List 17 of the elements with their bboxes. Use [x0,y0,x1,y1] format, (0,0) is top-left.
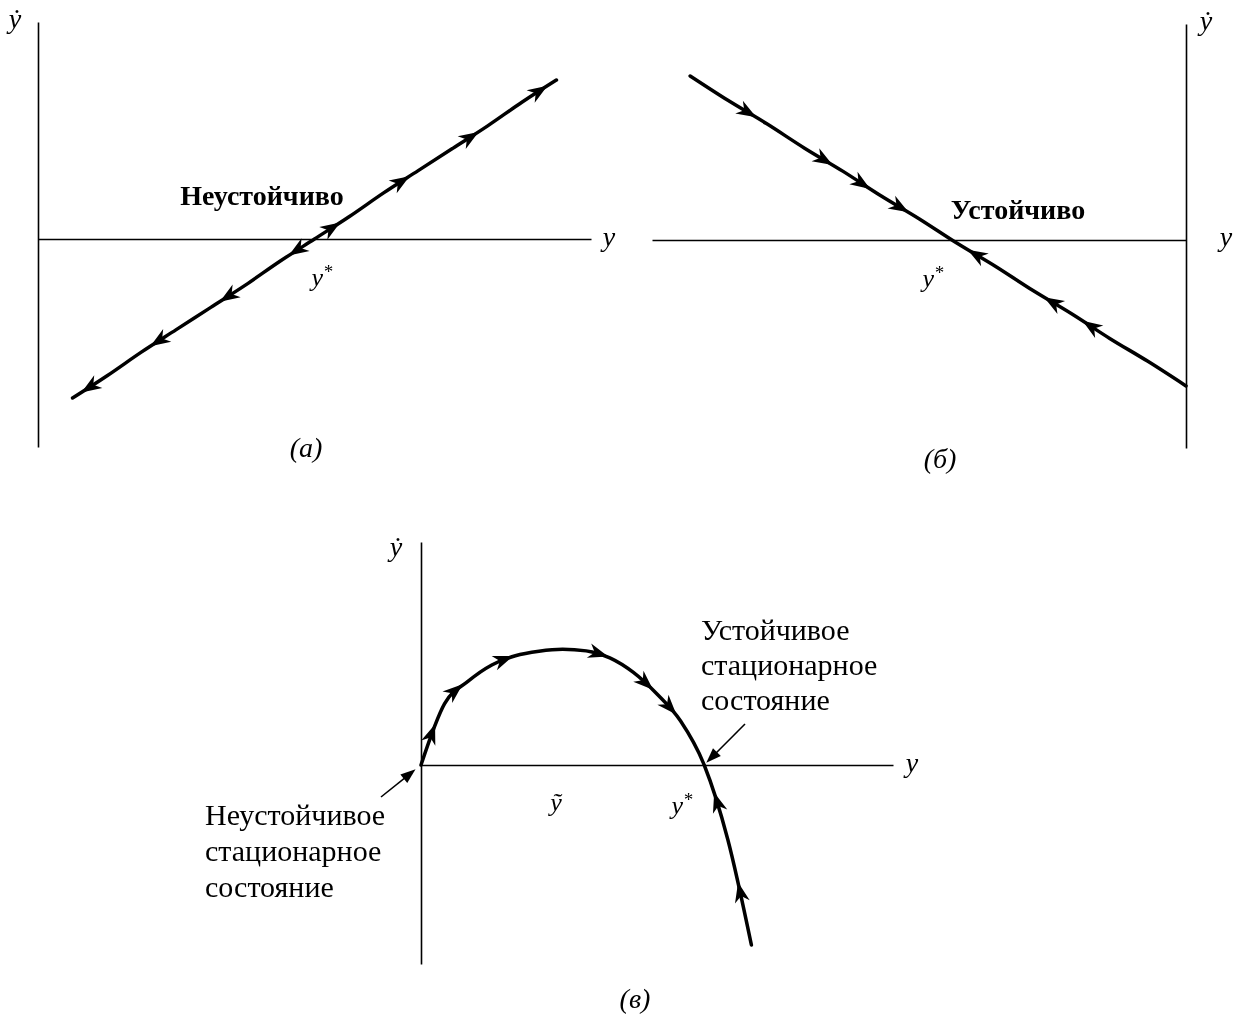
x-axis-title: y [599,221,616,252]
x-axis-title: y [1216,221,1233,252]
y-axis-title: ẏ [5,3,22,34]
annotation: y$^{*}$ [308,260,334,292]
annotation: Устойчивое стационарное состояние [701,613,878,716]
text: (в) [619,983,651,1014]
x-axis-title: y [902,747,919,778]
annotation: Неустойчиво [180,180,344,211]
y-axis-title: ẏ [386,531,403,562]
y-axis-title: ẏ [1196,5,1213,36]
annotation: y$^{*}$ [919,261,945,293]
text: Неустойчивое стационарное состояние [205,798,386,903]
annotation: Устойчиво [950,194,1086,225]
text: (а) [289,432,323,463]
annotation: ỹ [547,788,564,817]
annotation: y$^{*}$ [668,788,694,820]
text: (б) [923,443,957,474]
